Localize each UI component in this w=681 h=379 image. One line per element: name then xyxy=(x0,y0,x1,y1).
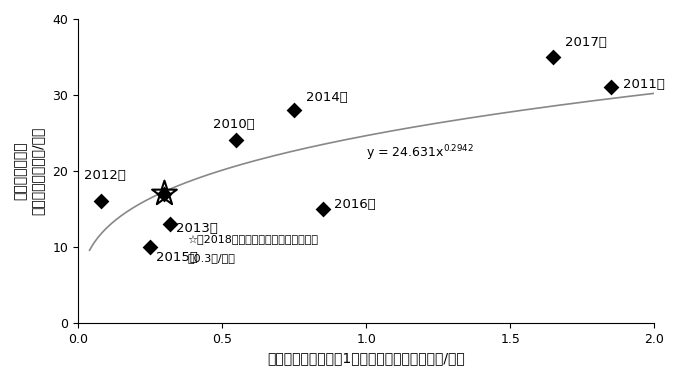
Text: 2015年: 2015年 xyxy=(156,251,197,263)
Point xyxy=(159,191,170,197)
Point xyxy=(159,191,170,197)
Text: 2016年: 2016年 xyxy=(334,198,376,211)
Point xyxy=(548,54,559,60)
Text: 2012年: 2012年 xyxy=(84,169,126,182)
Point xyxy=(95,198,106,204)
Point xyxy=(144,244,155,250)
Y-axis label: 阿仁川における
平均釣獲尾数（尾/日）: 阿仁川における 平均釣獲尾数（尾/日） xyxy=(14,127,44,215)
Point xyxy=(165,221,176,227)
Text: （0.3尾/回）: （0.3尾/回） xyxy=(187,253,236,263)
Point xyxy=(231,138,242,144)
Text: ☆：2018年における常盤川の採捕尾数: ☆：2018年における常盤川の採捕尾数 xyxy=(187,235,319,246)
Text: 2017年: 2017年 xyxy=(565,36,607,49)
Text: y = 24.631x$^{0.2942}$: y = 24.631x$^{0.2942}$ xyxy=(366,144,474,163)
Point xyxy=(605,84,616,90)
Text: 2014年: 2014年 xyxy=(306,91,347,104)
X-axis label: 常盤川における投網1回当たりの採捕尾数（尾/回）: 常盤川における投網1回当たりの採捕尾数（尾/回） xyxy=(267,351,465,365)
Text: 2011年: 2011年 xyxy=(622,78,665,91)
Text: 2010年: 2010年 xyxy=(213,118,255,132)
Point xyxy=(317,206,328,212)
Point xyxy=(289,107,300,113)
Text: 2013年: 2013年 xyxy=(176,222,218,235)
